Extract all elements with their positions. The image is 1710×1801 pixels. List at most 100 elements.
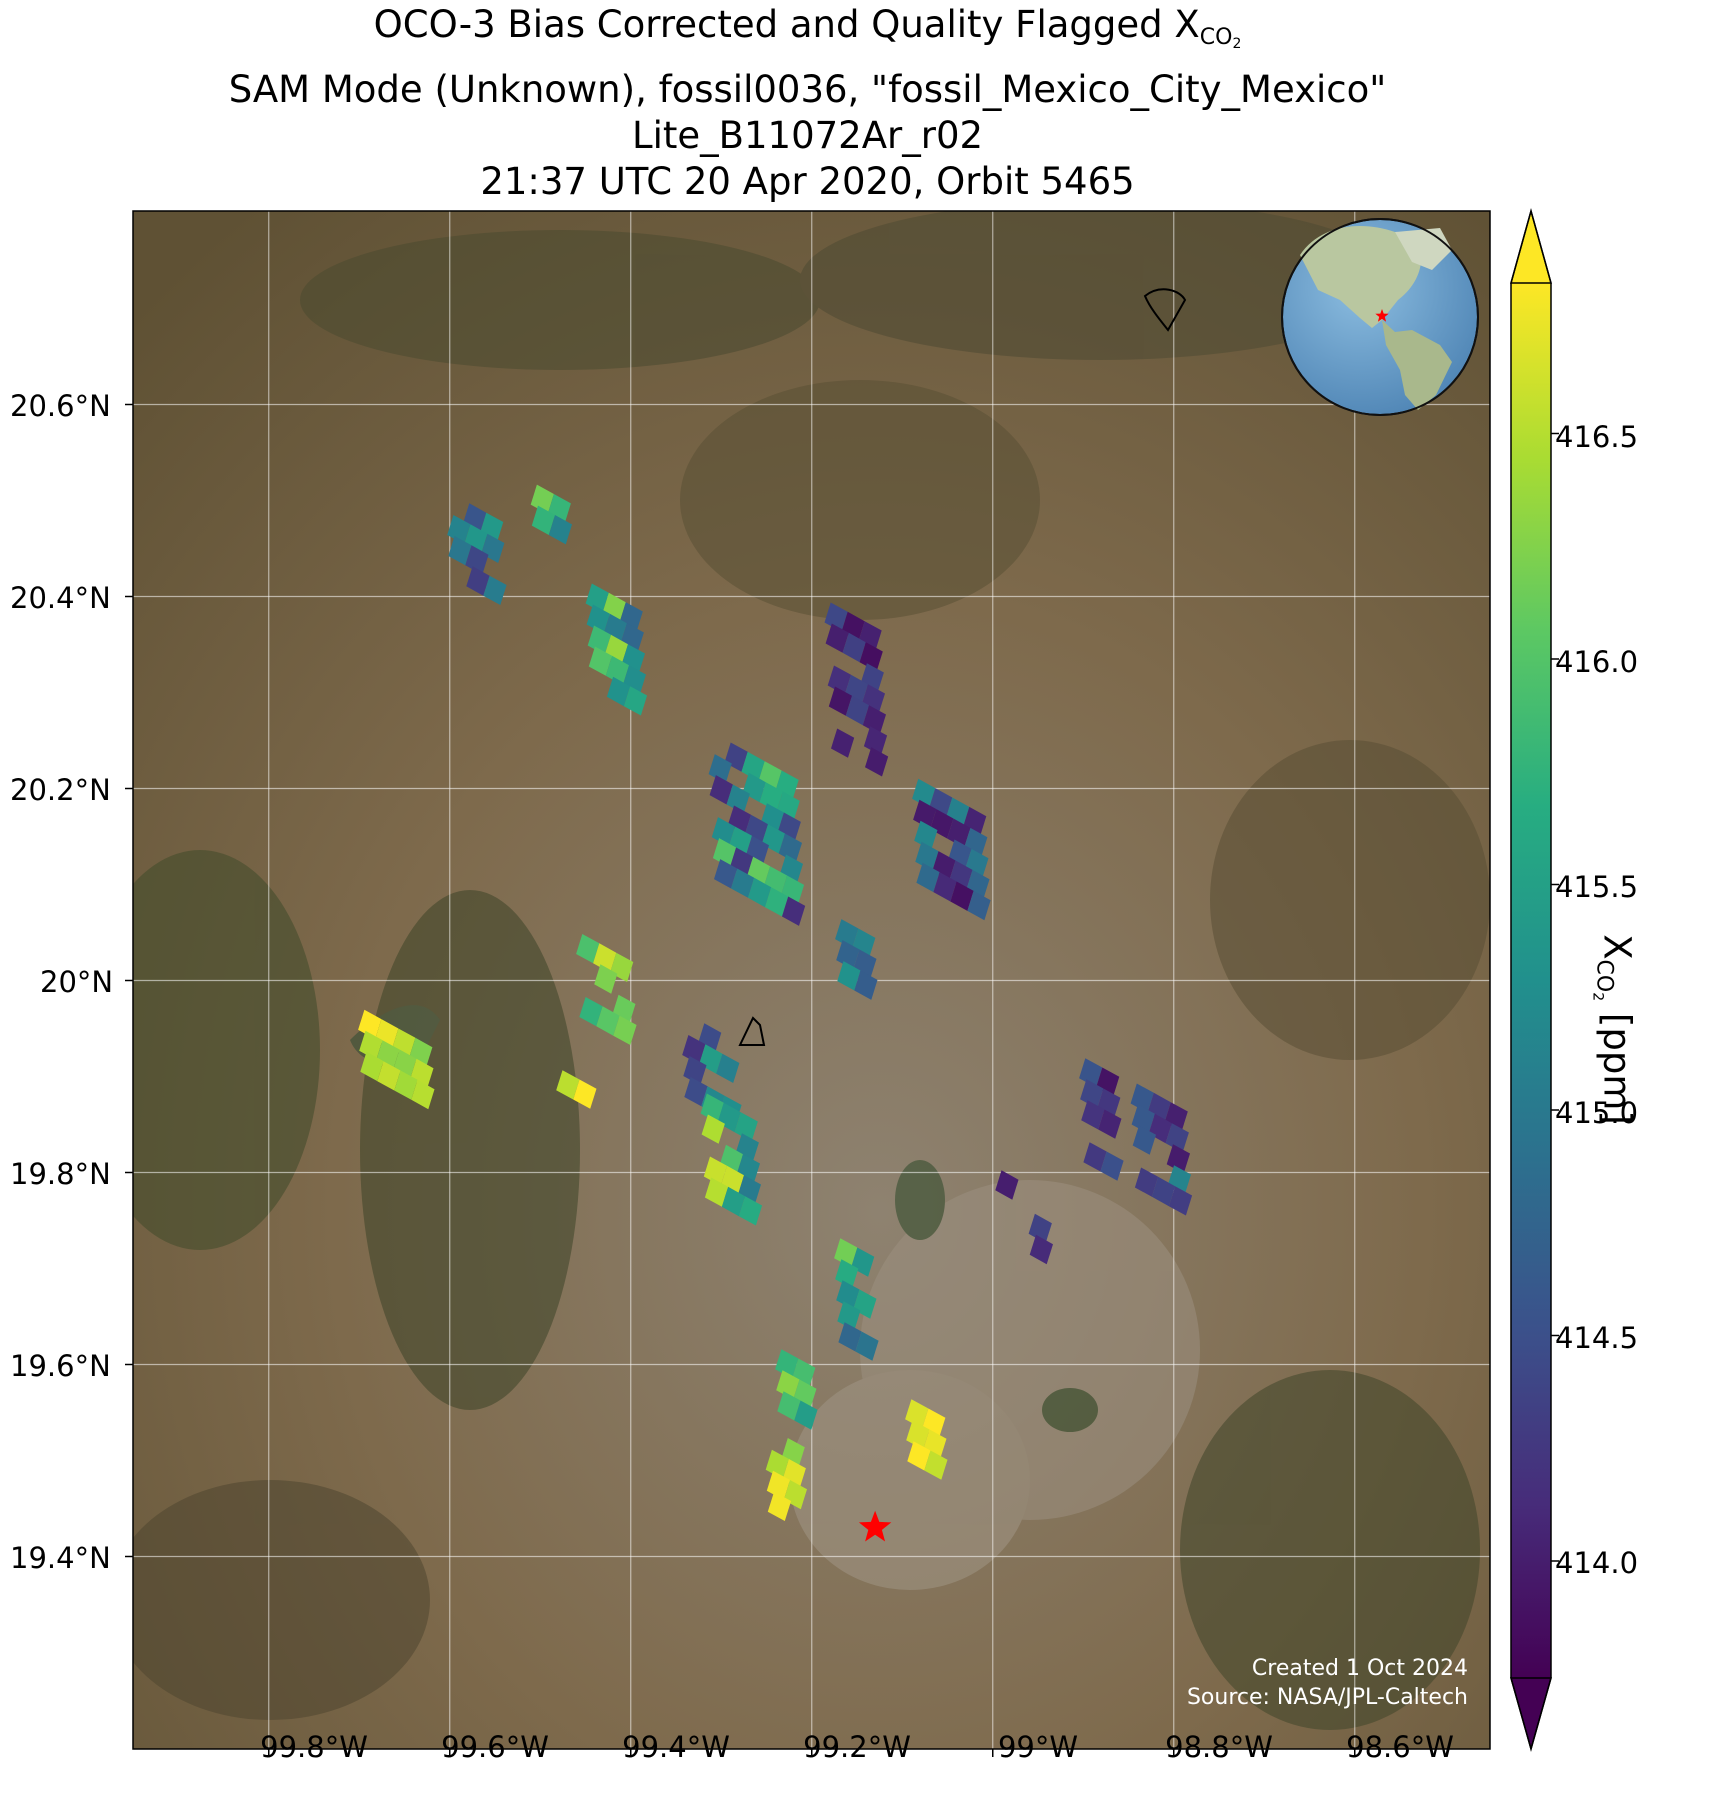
xco2-sounding	[778, 833, 802, 863]
xco2-sounding	[588, 646, 612, 676]
xco2-sounding	[828, 686, 852, 716]
y-tick-label: 20°N	[40, 965, 114, 999]
xco2-sounding	[777, 1391, 801, 1421]
xco2-sounding	[824, 602, 848, 632]
x-tick-label: 99.2°W	[803, 1730, 911, 1764]
y-tick-label: 20.2°N	[10, 773, 111, 807]
colorbar-extend-max	[1510, 208, 1552, 284]
xco2-sounding	[831, 728, 855, 758]
map-area	[133, 211, 1490, 1749]
xco2-sounding	[835, 919, 859, 949]
xco2-sounding	[721, 1186, 746, 1217]
xco2-sounding	[1029, 1234, 1053, 1265]
xco2-sounding	[1131, 1104, 1155, 1134]
xco2-sounding	[947, 818, 971, 848]
xco2-sounding	[759, 782, 783, 812]
title-line-1: OCO-3 Bias Corrected and Quality Flagged…	[373, 3, 1242, 52]
xco2-sounding	[596, 1006, 620, 1036]
xco2-sounding	[738, 1196, 763, 1226]
xco2-sounding	[1166, 1144, 1190, 1174]
xco2-sounding	[606, 676, 631, 707]
xco2-sounding	[711, 817, 735, 847]
colorbar-outline	[1510, 208, 1552, 1752]
boundary-outline	[738, 1016, 766, 1046]
colorbar-tick-label: 416.5	[1555, 420, 1639, 454]
xco2-sounding	[700, 1093, 724, 1123]
xco2-sounding	[825, 623, 849, 653]
xco2-sounding	[1132, 1125, 1156, 1155]
xco2-sounding	[708, 754, 732, 784]
x-tick-label: 99.4°W	[622, 1730, 730, 1764]
xco2-sounding	[1081, 1100, 1105, 1130]
xco2-sounding	[933, 872, 957, 902]
xco2-sounding	[865, 747, 889, 777]
xco2-sounding	[837, 961, 861, 991]
xco2-sounding	[924, 1450, 948, 1480]
xco2-sounding	[916, 862, 940, 893]
title-line-4: 21:37 UTC 20 Apr 2020, Orbit 5465	[480, 160, 1135, 203]
xco2-sounding	[914, 820, 938, 851]
colorbar-tick-label: 415.5	[1555, 870, 1639, 904]
xco2-sounding	[827, 665, 851, 695]
xco2-sounding	[734, 1112, 758, 1142]
colorbar-tick-label: 414.5	[1555, 1321, 1639, 1355]
red-star-icon	[858, 1510, 892, 1542]
xco2-sounding	[765, 887, 789, 917]
xco2-sounding	[1168, 1186, 1193, 1216]
xco2-sounding	[845, 695, 869, 726]
colorbar-extend-min	[1510, 1677, 1552, 1752]
xco2-soundings	[358, 484, 1193, 1521]
xco2-sounding	[593, 943, 617, 973]
xco2-sounding	[573, 1079, 597, 1109]
x-tick-label: 99.6°W	[441, 1730, 549, 1764]
xco2-sounding	[359, 1030, 383, 1061]
colorbar-ticks	[1551, 432, 1559, 1562]
xco2-sounding	[741, 751, 765, 782]
xco2-sounding	[576, 934, 600, 964]
x-tick-label: 98.6°W	[1346, 1730, 1454, 1764]
xco2-sounding	[701, 1114, 725, 1144]
xco2-sounding	[704, 1177, 729, 1207]
xco2-sounding	[995, 1170, 1019, 1200]
x-tick-label: 98.8°W	[1165, 1730, 1273, 1764]
boundary-outline	[1143, 288, 1187, 332]
xco2-sounding	[906, 1420, 930, 1450]
xco2-sounding	[862, 705, 886, 735]
colorbar-tick-label: 416.0	[1555, 645, 1639, 679]
source-credit: Source: NASA/JPL-Caltech	[1186, 1685, 1468, 1710]
xco2-sounding	[1083, 1142, 1107, 1172]
xco2-sounding	[556, 1070, 580, 1100]
xco2-sounding	[623, 686, 648, 716]
xco2-sounding	[905, 1399, 929, 1429]
xco2-sounding	[587, 625, 611, 655]
xco2-sounding	[594, 964, 618, 994]
globe-marker	[1375, 309, 1389, 322]
xco2-sounding	[358, 1009, 382, 1040]
xco2-sounding	[605, 655, 629, 686]
xco2-sounding	[967, 890, 991, 921]
title-line-3: Lite_B11072Ar_r02	[631, 114, 984, 157]
y-tick-label: 20.6°N	[10, 389, 111, 423]
xco2-sounding	[394, 1070, 418, 1100]
xco2-sounding	[411, 1079, 435, 1110]
xco2-sounding	[613, 1015, 637, 1045]
y-tick-label: 19.8°N	[10, 1157, 111, 1191]
xco2-sounding	[548, 515, 572, 545]
xco2-sounding	[1151, 1176, 1176, 1207]
xco2-sounding	[683, 1056, 707, 1086]
xco2-sounding	[483, 575, 507, 605]
xco2-sounding	[863, 726, 888, 756]
xco2-sounding	[531, 505, 555, 535]
xco2-sounding	[579, 997, 603, 1027]
x-tick-label: 99°W	[997, 1730, 1079, 1764]
xco2-sounding	[776, 1370, 800, 1400]
y-tick-label: 20.4°N	[10, 581, 111, 615]
xco2-sounding	[838, 1322, 862, 1352]
xco2-sounding	[1079, 1058, 1103, 1088]
xco2-sounding	[714, 859, 738, 889]
xco2-sounding	[775, 1349, 799, 1379]
xco2-sounding	[448, 536, 472, 566]
xco2-sounding	[1134, 1167, 1159, 1197]
xco2-sounding	[1098, 1109, 1122, 1139]
